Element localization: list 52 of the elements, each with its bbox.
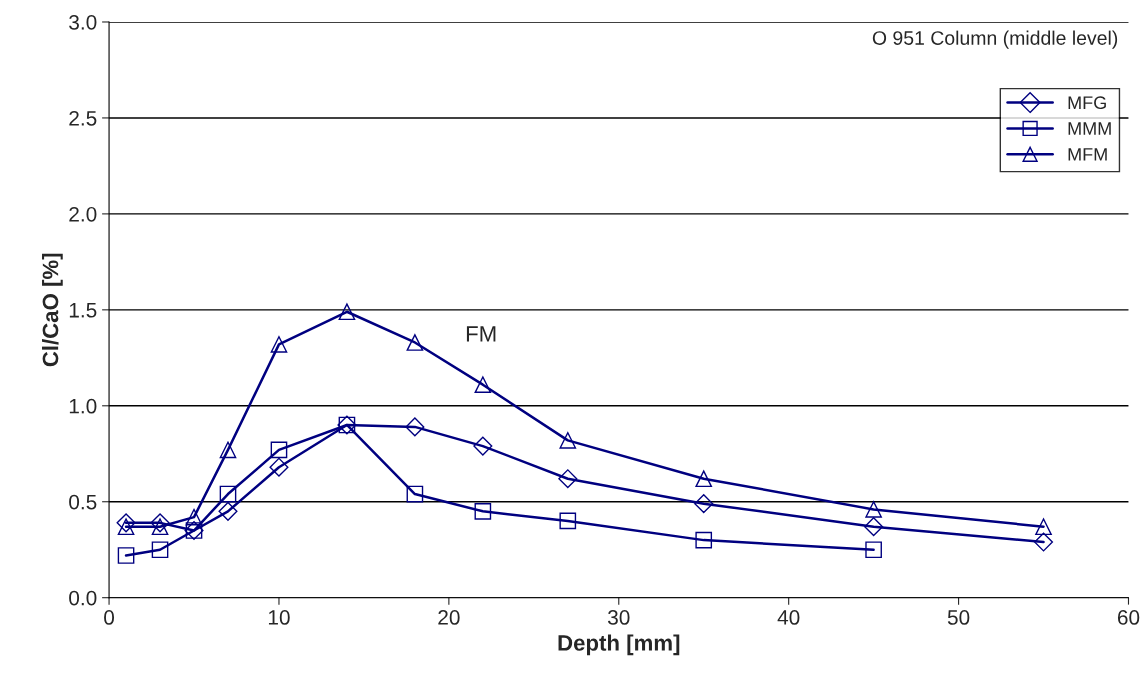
point: [269, 457, 289, 477]
point: [116, 513, 136, 533]
point: [270, 441, 288, 459]
point: [474, 503, 492, 520]
x-tick-label: 50: [947, 610, 970, 625]
y-axis-title: Cl/CaO [%]: [42, 253, 63, 367]
point: [151, 541, 169, 559]
point: [117, 547, 135, 564]
y-tick-label: 1.0: [69, 398, 97, 414]
x-tick-label: 60: [1117, 610, 1140, 625]
y-tick-label: 2.5: [69, 110, 97, 126]
x-tick-label: 10: [268, 610, 290, 625]
x-tick-label: 0: [104, 610, 115, 625]
point: [473, 436, 493, 456]
point: [338, 303, 356, 321]
y-tick-label: 2.0: [69, 206, 97, 222]
annotation: O 951 Column (middle level): [872, 30, 1118, 49]
point: [1033, 532, 1054, 552]
annotation: FM: [466, 326, 496, 342]
point: [151, 518, 169, 536]
point: [558, 469, 578, 489]
y-tick-label: 1.5: [69, 303, 97, 318]
y-tick-label: 0.0: [69, 590, 97, 606]
point: [864, 517, 884, 537]
point: [219, 441, 237, 459]
point: [150, 513, 170, 533]
point: [865, 501, 882, 518]
point: [559, 431, 577, 449]
point: [559, 512, 577, 530]
point: [695, 470, 713, 488]
legend-label: MFG: [1068, 96, 1106, 110]
x-tick-label: 40: [777, 610, 800, 625]
point: [219, 485, 237, 503]
point: [865, 541, 882, 559]
point: [695, 531, 713, 549]
point: [185, 508, 203, 526]
y-tick-label: 0.5: [69, 494, 97, 510]
point: [406, 485, 424, 503]
legend-label: MMM: [1068, 122, 1111, 135]
x-tick-label: 20: [438, 610, 460, 625]
point: [270, 336, 288, 353]
point: [405, 417, 425, 437]
y-tick-label: 3.0: [69, 14, 97, 30]
x-axis-title: Depth [mm]: [558, 634, 680, 656]
legend-label: MFM: [1068, 148, 1107, 161]
point: [694, 494, 714, 514]
x-tick-label: 30: [607, 610, 630, 625]
point: [218, 501, 238, 521]
point: [474, 376, 492, 394]
point: [117, 518, 135, 536]
point: [406, 334, 424, 351]
point: [1035, 518, 1052, 536]
